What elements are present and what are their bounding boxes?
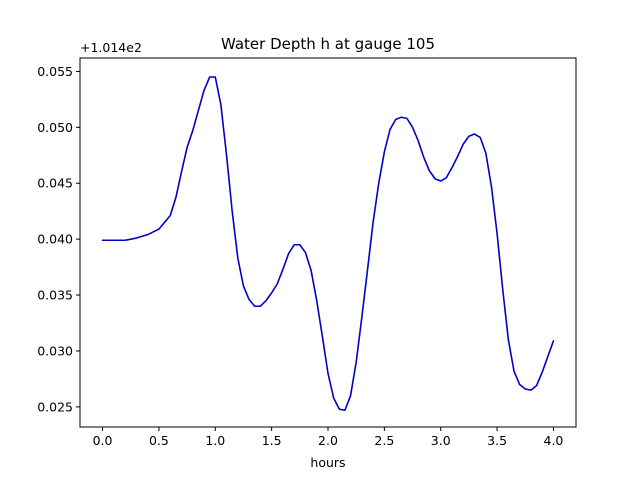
series-line-0: [101, 76, 555, 412]
x-axis: 0.0 0.5 1.0 1.5 2.0 2.5 3.0 3.5 4.0: [93, 427, 564, 448]
x-tick-label: 2.0: [318, 433, 338, 448]
y-axis: 0.025 0.030 0.035 0.040 0.045 0.050 0.055: [37, 64, 80, 414]
y-tick-label: 0.040: [37, 232, 73, 247]
x-axis-label: hours: [310, 455, 345, 470]
y-tick-label: 0.045: [37, 176, 73, 191]
x-tick-label: 1.5: [262, 433, 282, 448]
x-tick-label: 3.5: [487, 433, 507, 448]
y-tick-label: 0.050: [37, 120, 73, 135]
x-tick-label: 1.0: [205, 433, 225, 448]
x-tick-label: 2.5: [374, 433, 394, 448]
x-tick-label: 4.0: [544, 433, 564, 448]
x-tick-label: 0.5: [149, 433, 169, 448]
y-tick-label: 0.035: [37, 288, 73, 303]
y-axis-offset-label: +1.014e2: [80, 40, 142, 55]
y-tick-label: 0.025: [37, 399, 73, 414]
x-tick-label: 0.0: [93, 433, 113, 448]
plot-layer: [101, 76, 555, 412]
y-tick-label: 0.030: [37, 343, 73, 358]
x-tick-label: 3.0: [431, 433, 451, 448]
y-tick-label: 0.055: [37, 64, 73, 79]
chart-title: Water Depth h at gauge 105: [221, 35, 435, 53]
